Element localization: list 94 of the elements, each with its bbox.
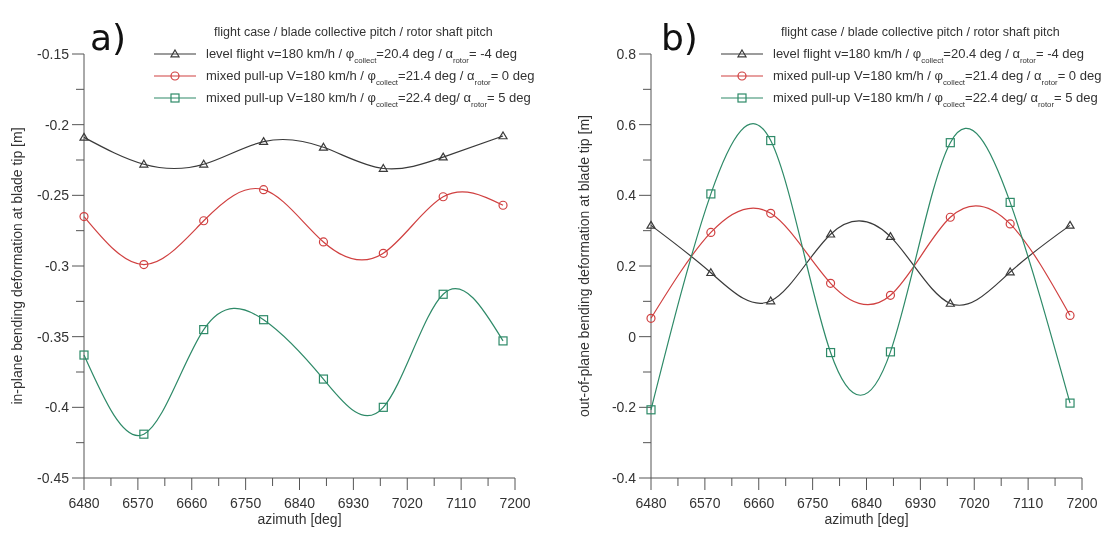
x-tick-label: 6930 bbox=[904, 495, 937, 511]
point bbox=[766, 296, 776, 305]
x-tick-label: 6930 bbox=[337, 495, 370, 511]
chart-title: a) bbox=[90, 17, 127, 58]
legend-label: level flight v=180 km/h / φ$_{collect}$=20.4 deg / α$_{rotor}$= -4 deg bbox=[773, 46, 1085, 65]
y-tick-label: -0.3 bbox=[44, 258, 70, 274]
y-tick-label: 0.4 bbox=[616, 187, 637, 204]
x-tick-label: 7200 bbox=[1066, 495, 1098, 511]
x-tick-label: 6660 bbox=[743, 495, 775, 511]
point bbox=[318, 237, 329, 247]
x-tick-label: 6840 bbox=[283, 495, 316, 511]
point bbox=[1065, 220, 1075, 229]
point bbox=[646, 313, 656, 323]
point bbox=[79, 132, 89, 141]
x-tick-label: 6750 bbox=[230, 495, 262, 511]
point bbox=[438, 192, 448, 202]
y-tick-label: 0.2 bbox=[616, 258, 637, 274]
point bbox=[945, 212, 955, 222]
point bbox=[945, 298, 955, 307]
point bbox=[79, 350, 89, 360]
point bbox=[438, 289, 448, 299]
y-tick-label: 0 bbox=[628, 328, 637, 345]
point bbox=[318, 374, 329, 384]
point bbox=[139, 159, 149, 168]
legend-label: mixed pull-up V=180 km/h / φ$_{collect}$=21.4 deg / α$_{rotor}$= 0 deg bbox=[206, 68, 535, 87]
point bbox=[258, 137, 269, 146]
x-tick-label: 6480 bbox=[635, 495, 667, 511]
x-tick-label: 7200 bbox=[499, 495, 531, 511]
y-tick-label: -0.45 bbox=[37, 470, 70, 486]
point bbox=[945, 138, 955, 148]
y-tick-label: -0.4 bbox=[611, 470, 637, 486]
point bbox=[706, 189, 716, 199]
chart-title: b) bbox=[661, 17, 698, 58]
point bbox=[1005, 197, 1015, 207]
y-tick-label: -0.15 bbox=[37, 46, 70, 62]
point bbox=[498, 131, 508, 140]
y-tick-label: 0.6 bbox=[616, 116, 637, 133]
y-tick-label: -0.35 bbox=[37, 328, 70, 345]
point bbox=[766, 135, 776, 146]
point bbox=[79, 211, 89, 222]
point bbox=[438, 152, 448, 161]
x-tick-label: 6750 bbox=[797, 495, 829, 511]
point bbox=[825, 347, 836, 358]
x-tick-label: 7110 bbox=[1013, 495, 1044, 511]
legend-title: flight case / blade collective pitch / rotor shaft pitch bbox=[214, 25, 493, 39]
point bbox=[378, 248, 388, 258]
point bbox=[199, 159, 209, 168]
x-tick-label: 7020 bbox=[391, 495, 424, 511]
point bbox=[199, 216, 209, 226]
x-tick-label: 6660 bbox=[176, 495, 208, 511]
point bbox=[646, 220, 656, 229]
point bbox=[139, 429, 149, 439]
y-tick-label: -0.2 bbox=[44, 116, 70, 133]
x-axis-title: azimuth [deg] bbox=[257, 511, 342, 527]
y-tick-label: -0.2 bbox=[611, 399, 637, 416]
x-tick-label: 6840 bbox=[850, 495, 883, 511]
point bbox=[885, 290, 896, 300]
x-tick-label: 7020 bbox=[958, 495, 991, 511]
point bbox=[498, 336, 508, 346]
point bbox=[139, 259, 149, 270]
point bbox=[1065, 398, 1075, 408]
point bbox=[825, 229, 836, 238]
point bbox=[258, 185, 269, 195]
y-axis-title: in-plane bending deformation at blade tip [m] bbox=[9, 127, 25, 405]
legend-label: mixed pull-up V=180 km/h / φ$_{collect}$=22.4 deg/ α$_{rotor}$= 5 deg bbox=[773, 90, 1098, 109]
point bbox=[378, 402, 388, 412]
point bbox=[498, 200, 508, 210]
point bbox=[199, 325, 209, 335]
legend-label: mixed pull-up V=180 km/h / φ$_{collect}$=22.4 deg/ α$_{rotor}$= 5 deg bbox=[206, 90, 531, 109]
legend-label: level flight v=180 km/h / φ$_{collect}$=20.4 deg / α$_{rotor}$= -4 deg bbox=[206, 46, 518, 65]
point bbox=[646, 405, 656, 415]
point bbox=[1005, 219, 1015, 229]
point bbox=[885, 232, 896, 241]
point bbox=[706, 268, 716, 277]
legend-label: mixed pull-up V=180 km/h / φ$_{collect}$=21.4 deg / α$_{rotor}$= 0 deg bbox=[773, 68, 1102, 87]
point bbox=[766, 208, 776, 218]
point bbox=[318, 142, 329, 151]
y-tick-label: 0.8 bbox=[616, 46, 637, 62]
point bbox=[1005, 267, 1015, 276]
x-axis-title: azimuth [deg] bbox=[824, 511, 909, 527]
y-tick-label: -0.25 bbox=[37, 187, 70, 204]
y-tick-label: -0.4 bbox=[44, 399, 70, 416]
point bbox=[885, 347, 896, 357]
point bbox=[825, 278, 836, 288]
point bbox=[706, 227, 716, 238]
point bbox=[258, 315, 269, 325]
x-tick-label: 7110 bbox=[446, 495, 477, 511]
x-tick-label: 6480 bbox=[68, 495, 100, 511]
point bbox=[1065, 310, 1075, 321]
x-tick-label: 6570 bbox=[122, 495, 154, 511]
legend-title: flight case / blade collective pitch / rotor shaft pitch bbox=[781, 25, 1060, 39]
point bbox=[378, 163, 388, 172]
y-axis-title: out-of-plane bending deformation at blade tip [m] bbox=[576, 115, 592, 417]
x-tick-label: 6570 bbox=[689, 495, 721, 511]
